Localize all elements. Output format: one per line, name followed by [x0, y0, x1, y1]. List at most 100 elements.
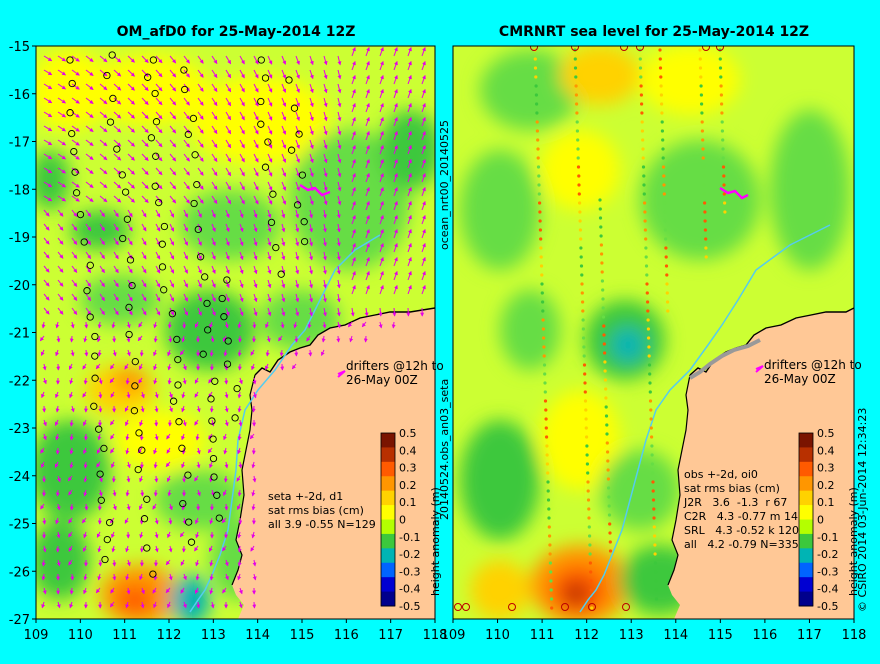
side-label-copyright: © CSIRO 2014 03-Jun-2014 12:34:23: [856, 408, 869, 612]
obs-marker: [534, 66, 537, 69]
colorbar-swatch: [799, 462, 813, 477]
obs-marker: [584, 399, 587, 402]
obs-marker: [537, 165, 540, 168]
obs-marker: [721, 147, 724, 150]
obs-marker: [722, 183, 725, 186]
obs-marker: [577, 165, 580, 168]
obs-marker: [665, 273, 668, 276]
obs-marker: [542, 336, 545, 339]
obs-marker: [542, 345, 545, 348]
current-vector: [85, 378, 86, 384]
obs-marker: [644, 219, 647, 222]
obs-marker: [702, 156, 705, 159]
obs-marker: [648, 354, 651, 357]
obs-marker: [645, 273, 648, 276]
obs-marker: [602, 306, 605, 309]
current-vector: [100, 392, 101, 398]
obs-marker: [652, 489, 655, 492]
obs-marker: [537, 156, 540, 159]
obs-marker: [589, 570, 592, 573]
lon-tick-label: 109: [441, 628, 466, 643]
current-vector: [253, 406, 254, 412]
colorbar-swatch: [799, 520, 813, 535]
obs-marker: [663, 210, 666, 213]
obs-marker: [650, 435, 653, 438]
obs-marker: [645, 255, 648, 258]
obs-marker: [535, 111, 538, 114]
obs-marker: [651, 480, 654, 483]
lon-tick-label: 112: [157, 628, 182, 643]
obs-marker: [698, 48, 701, 51]
obs-marker: [590, 588, 593, 591]
obs-marker: [537, 183, 540, 186]
right-title: CMRNRT sea level for 25-May-2014 12Z: [499, 24, 809, 40]
obs-marker: [704, 219, 707, 222]
current-vector: [57, 490, 58, 496]
lon-tick-label: 118: [842, 628, 867, 643]
obs-marker: [586, 462, 589, 465]
obs-marker: [664, 228, 667, 231]
obs-marker: [589, 552, 592, 555]
obs-marker: [720, 111, 723, 114]
obs-marker: [588, 543, 591, 546]
left-drifter-note-1: drifters @12h to: [346, 359, 444, 373]
right-drifter-note-2: 26-May 00Z: [764, 372, 836, 386]
obs-marker: [645, 264, 648, 267]
obs-marker: [580, 273, 583, 276]
colorbar-swatch: [381, 433, 395, 448]
obs-marker: [539, 228, 542, 231]
colorbar-swatch: [381, 548, 395, 563]
obs-marker: [601, 270, 604, 273]
obs-marker: [580, 264, 583, 267]
colorbar-swatch: [381, 476, 395, 491]
colorbar-swatch: [799, 548, 813, 563]
colorbar-tick-label: 0.5: [399, 427, 417, 440]
lat-tick-label: -26: [9, 565, 30, 580]
obs-marker: [590, 597, 593, 600]
colorbar-tick-label: 0.4: [399, 444, 417, 457]
obs-marker: [722, 165, 725, 168]
obs-marker: [541, 300, 544, 303]
obs-marker: [548, 543, 551, 546]
obs-marker: [642, 174, 645, 177]
lon-tick-label: 110: [68, 628, 93, 643]
obs-marker: [582, 327, 585, 330]
obs-marker: [702, 183, 705, 186]
obs-marker: [599, 225, 602, 228]
obs-marker: [543, 381, 546, 384]
obs-marker: [601, 288, 604, 291]
colorbar-tick-label: -0.5: [817, 600, 838, 613]
colorbar-tick-label: -0.1: [399, 531, 420, 544]
obs-marker: [600, 261, 603, 264]
current-vector: [170, 336, 171, 342]
obs-marker: [547, 489, 550, 492]
obs-marker: [575, 84, 578, 87]
current-vector: [86, 322, 87, 328]
obs-marker: [609, 549, 612, 552]
obs-marker: [585, 417, 588, 420]
obs-marker: [648, 363, 651, 366]
obs-marker: [576, 129, 579, 132]
obs-marker: [648, 372, 651, 375]
current-vector: [310, 350, 311, 356]
obs-marker: [545, 417, 548, 420]
lon-tick-label: 115: [708, 628, 733, 643]
obs-marker: [542, 318, 545, 321]
obs-marker: [546, 453, 549, 456]
obs-marker: [583, 372, 586, 375]
current-vector: [44, 518, 45, 524]
obs-marker: [576, 147, 579, 150]
obs-marker: [587, 516, 590, 519]
obs-marker: [660, 111, 663, 114]
colorbar-swatch: [381, 462, 395, 477]
obs-marker: [586, 453, 589, 456]
obs-marker: [647, 318, 650, 321]
obs-marker: [587, 498, 590, 501]
obs-marker: [608, 504, 611, 507]
obs-marker: [601, 279, 604, 282]
obs-marker: [654, 579, 657, 582]
colorbar-tick-label: -0.4: [817, 583, 838, 596]
obs-marker: [541, 291, 544, 294]
left-lat-axis: -15-16-17-18-19-20-21-22-23-24-25-26-27: [9, 40, 36, 628]
